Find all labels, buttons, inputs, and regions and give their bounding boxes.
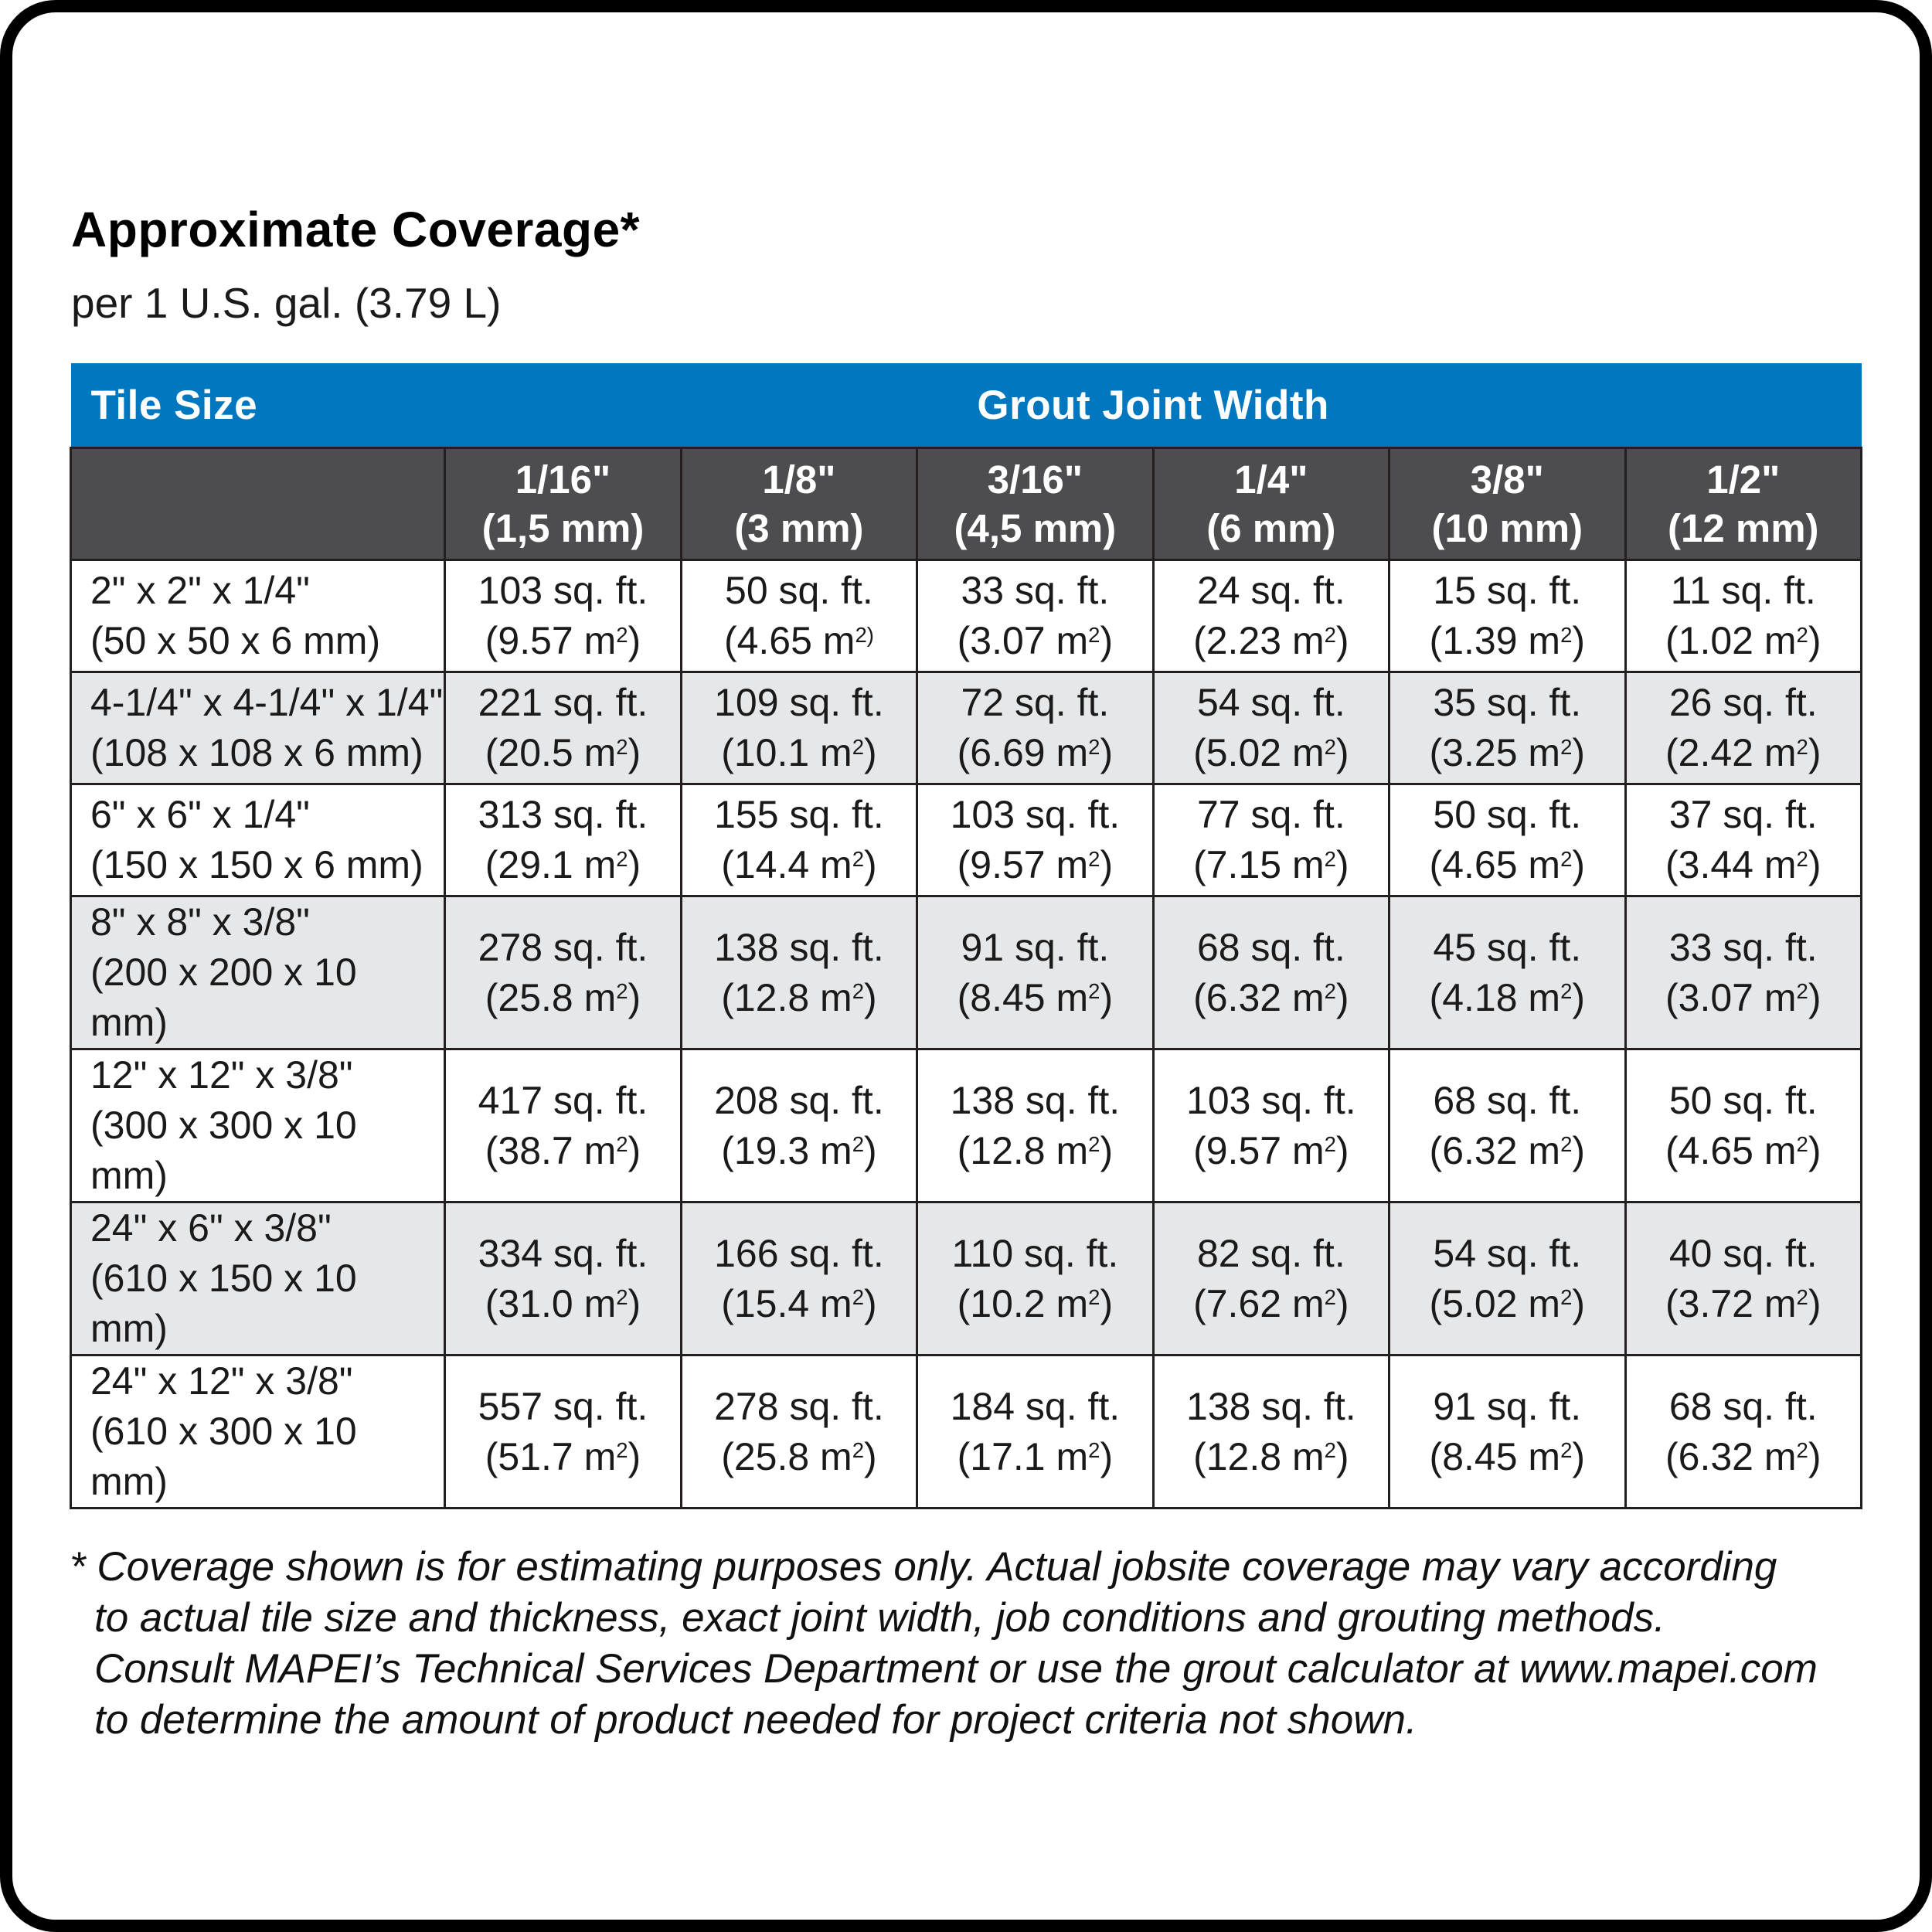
coverage-cell: 313 sq. ft. (29.1 m2)	[444, 783, 682, 897]
coverage-cell: 35 sq. ft. (3.25 m2)	[1388, 671, 1627, 785]
coverage-cell: 278 sq. ft. (25.8 m2)	[679, 1354, 919, 1509]
coverage-cell: 138 sq. ft. (12.8 m2)	[1151, 1354, 1391, 1509]
coverage-cell: 50 sq. ft. (4.65 m2)	[1388, 783, 1627, 897]
tile-size-cell: 4-1/4" x 4-1/4" x 1/4" (108 x 108 x 6 mm)	[69, 671, 447, 785]
table-row: 24" x 12" x 3/8" (610 x 300 x 10 mm) 557 s…	[69, 1354, 1863, 1509]
footnote: * Coverage shown is for estimating purpo…	[70, 1542, 1862, 1746]
coverage-cell: 33 sq. ft. (3.07 m2)	[1624, 895, 1863, 1050]
coverage-cell: 11 sq. ft. (1.02 m2)	[1624, 559, 1863, 673]
coverage-cell: 109 sq. ft. (10.1 m2)	[679, 671, 919, 785]
tile-size-cell: 2" x 2" x 1/4" (50 x 50 x 6 mm)	[69, 559, 447, 673]
coverage-cell: 103 sq. ft. (9.57 m2)	[1151, 1048, 1391, 1203]
coverage-cell: 68 sq. ft. (6.32 m2)	[1388, 1048, 1627, 1203]
grout-width-column-header: 1/8" (3 mm)	[679, 447, 919, 561]
page-content: Approximate Coverage* per 1 U.S. gal. (3…	[12, 12, 1920, 1746]
coverage-cell: 557 sq. ft. (51.7 m2)	[444, 1354, 682, 1509]
page-subtitle: per 1 U.S. gal. (3.79 L)	[71, 279, 502, 327]
coverage-cell: 91 sq. ft. (8.45 m2)	[1388, 1354, 1627, 1509]
coverage-cell: 138 sq. ft. (12.8 m2)	[679, 895, 919, 1050]
coverage-cell: 33 sq. ft. (3.07 m2)	[916, 559, 1155, 673]
coverage-cell: 40 sq. ft. (3.72 m2)	[1624, 1201, 1863, 1356]
coverage-cell: 334 sq. ft. (31.0 m2)	[444, 1201, 682, 1356]
coverage-cell: 208 sq. ft. (19.3 m2)	[679, 1048, 919, 1203]
coverage-cell: 221 sq. ft. (20.5 m2)	[444, 671, 682, 785]
column-header-row: 1/16" (1,5 mm) 1/8" (3 mm) 3/16" (4,5 mm) 1/4"…	[69, 447, 1863, 561]
group-header-row: Tile Size Grout Joint Width	[70, 363, 1862, 448]
tile-size-cell: 6" x 6" x 1/4" (150 x 150 x 6 mm)	[69, 783, 447, 897]
coverage-cell: 103 sq. ft. (9.57 m2)	[444, 559, 682, 673]
footnote-line: Consult MAPEI’s Technical Services Depar…	[94, 1646, 1818, 1692]
grout-width-column-header: 1/16" (1,5 mm)	[444, 447, 682, 561]
table-row: 12" x 12" x 3/8" (300 x 300 x 10 mm) 417 s…	[69, 1048, 1863, 1203]
table-row: 6" x 6" x 1/4" (150 x 150 x 6 mm) 313 sq. …	[69, 783, 1863, 897]
grout-width-column-header: 3/16" (4,5 mm)	[916, 447, 1155, 561]
coverage-cell: 54 sq. ft. (5.02 m2)	[1151, 671, 1391, 785]
table-row: 4-1/4" x 4-1/4" x 1/4" (108 x 108 x 6 mm)…	[69, 671, 1863, 785]
footnote-line: * Coverage shown is for estimating purpo…	[70, 1544, 1777, 1590]
coverage-cell: 166 sq. ft. (15.4 m2)	[679, 1201, 919, 1356]
empty-header-cell	[69, 447, 447, 561]
coverage-cell: 110 sq. ft. (10.2 m2)	[916, 1201, 1155, 1356]
grout-width-column-header: 1/2" (12 mm)	[1624, 447, 1863, 561]
tile-size-cell: 8" x 8" x 3/8" (200 x 200 x 10 mm)	[69, 895, 447, 1050]
footnote-line: to actual tile size and thickness, exact…	[94, 1595, 1665, 1641]
coverage-cell: 278 sq. ft. (25.8 m2)	[444, 895, 682, 1050]
grout-width-column-header: 1/4" (6 mm)	[1151, 447, 1391, 561]
coverage-cell: 103 sq. ft. (9.57 m2)	[916, 783, 1155, 897]
coverage-cell: 50 sq. ft. (4.65 m2)	[1624, 1048, 1863, 1203]
coverage-cell: 155 sq. ft. (14.4 m2)	[679, 783, 919, 897]
coverage-cell: 15 sq. ft. (1.39 m2)	[1388, 559, 1627, 673]
table-row: 8" x 8" x 3/8" (200 x 200 x 10 mm) 278 sq.…	[69, 895, 1863, 1050]
coverage-cell: 68 sq. ft. (6.32 m2)	[1624, 1354, 1863, 1509]
coverage-cell: 37 sq. ft. (3.44 m2)	[1624, 783, 1863, 897]
table-row: 24" x 6" x 3/8" (610 x 150 x 10 mm) 334 sq…	[69, 1201, 1863, 1356]
tile-size-cell: 24" x 6" x 3/8" (610 x 150 x 10 mm)	[69, 1201, 447, 1356]
coverage-cell: 138 sq. ft. (12.8 m2)	[916, 1048, 1155, 1203]
tile-size-cell: 12" x 12" x 3/8" (300 x 300 x 10 mm)	[69, 1048, 447, 1203]
grout-joint-width-header: Grout Joint Width	[444, 363, 1862, 448]
coverage-cell: 45 sq. ft. (4.18 m2)	[1388, 895, 1627, 1050]
table-row: 2" x 2" x 1/4" (50 x 50 x 6 mm) 103 sq. ft…	[69, 559, 1863, 673]
coverage-cell: 50 sq. ft. (4.65 m2)	[679, 559, 919, 673]
coverage-cell: 91 sq. ft. (8.45 m2)	[916, 895, 1155, 1050]
coverage-cell: 26 sq. ft. (2.42 m2)	[1624, 671, 1863, 785]
coverage-cell: 417 sq. ft. (38.7 m2)	[444, 1048, 682, 1203]
coverage-cell: 77 sq. ft. (7.15 m2)	[1151, 783, 1391, 897]
coverage-cell: 68 sq. ft. (6.32 m2)	[1151, 895, 1391, 1050]
tile-size-header: Tile Size	[70, 363, 445, 448]
coverage-cell: 24 sq. ft. (2.23 m2)	[1151, 559, 1391, 673]
coverage-cell: 72 sq. ft. (6.69 m2)	[916, 671, 1155, 785]
page-title: Approximate Coverage*	[71, 202, 641, 257]
coverage-cell: 184 sq. ft. (17.1 m2)	[916, 1354, 1155, 1509]
tile-size-cell: 24" x 12" x 3/8" (610 x 300 x 10 mm)	[69, 1354, 447, 1509]
coverage-table: Tile Size Grout Joint Width 1/16" (1,5 mm…	[69, 363, 1863, 1509]
coverage-cell: 82 sq. ft. (7.62 m2)	[1151, 1201, 1391, 1356]
grout-width-column-header: 3/8" (10 mm)	[1388, 447, 1627, 561]
coverage-cell: 54 sq. ft. (5.02 m2)	[1388, 1201, 1627, 1356]
footnote-line: to determine the amount of product neede…	[94, 1697, 1417, 1743]
